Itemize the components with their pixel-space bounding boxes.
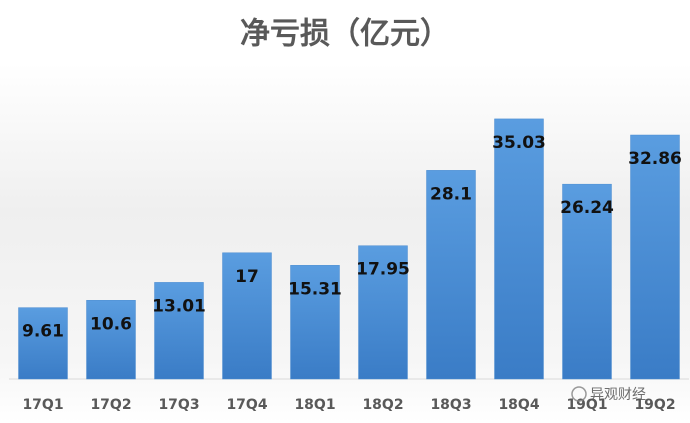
bar [290,265,340,380]
value-label: 28.1 [430,184,472,204]
watermark: 异观财经 [571,386,646,403]
x-tick-label: 17Q4 [226,397,267,413]
watermark-icon [571,386,587,402]
bar [562,183,612,380]
x-tick-label: 18Q4 [498,397,539,413]
x-tick-label: 18Q3 [430,397,471,413]
watermark-text: 异观财经 [590,387,646,403]
bar [154,282,204,380]
value-label: 15.31 [288,279,342,299]
x-tick-label: 17Q2 [90,397,131,413]
bar [630,134,680,380]
bar [222,252,272,380]
value-label: 9.61 [22,322,64,342]
x-tick-label: 18Q2 [362,397,403,413]
bar [494,118,544,380]
x-tick-label: 17Q3 [158,397,199,413]
value-label: 17 [235,267,259,287]
x-tick-label: 18Q1 [294,397,335,413]
value-label: 17.95 [356,260,410,280]
x-tick-label: 19Q2 [634,397,675,413]
value-label: 35.03 [492,133,546,153]
bar [426,170,476,380]
chart-title: 净亏损（亿元） [240,17,450,52]
value-label: 10.6 [90,314,132,334]
bar [86,300,136,380]
value-label: 13.01 [152,296,206,316]
x-tick-label: 17Q1 [22,397,63,413]
bar [18,307,68,380]
value-label: 32.86 [628,149,682,169]
value-label: 26.24 [560,198,614,218]
bar [358,245,408,380]
